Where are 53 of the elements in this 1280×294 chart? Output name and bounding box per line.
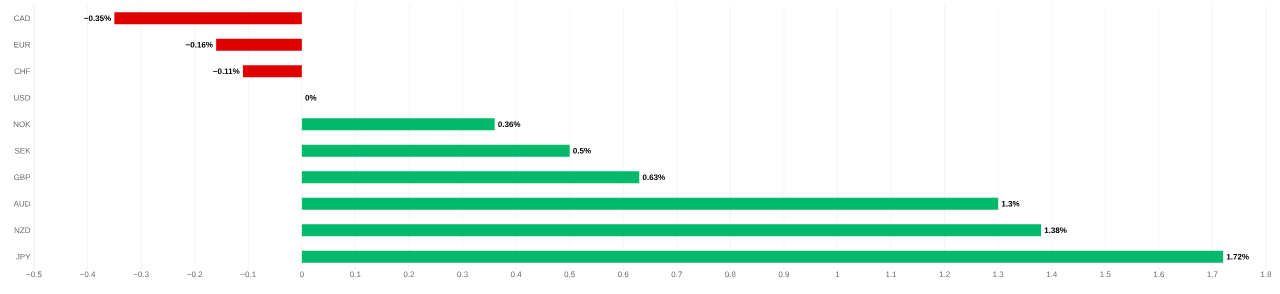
- x-tick-label: 1.8: [1261, 271, 1272, 278]
- bar: [301, 118, 495, 131]
- x-tick-label: 0.9: [778, 271, 790, 278]
- x-tick-label: 1.1: [886, 271, 897, 278]
- data-label: 0.5%: [573, 147, 591, 154]
- bar: [301, 171, 640, 184]
- x-tick-label: 1.2: [939, 271, 950, 278]
- x-tick-label: 1.5: [1100, 271, 1111, 278]
- y-tick-label: SEK: [14, 147, 31, 154]
- y-tick-label: USD: [14, 94, 31, 101]
- bar: [242, 65, 302, 78]
- data-label: 0.63%: [642, 174, 665, 181]
- x-tick-label: 0.3: [457, 271, 468, 278]
- y-tick-label: EUR: [14, 41, 31, 48]
- x-tick-label: 0.6: [617, 271, 629, 278]
- data-label: −0.35%: [84, 15, 111, 22]
- x-tick-label: 1.4: [1046, 271, 1058, 278]
- data-label: 1.72%: [1226, 253, 1249, 260]
- x-tick-label: 0.7: [671, 271, 682, 278]
- data-label: 1.3%: [1001, 200, 1020, 207]
- x-tick-label: −0.5: [26, 271, 42, 278]
- x-tick-label: 0.2: [403, 271, 415, 278]
- y-tick-label: NZD: [14, 227, 31, 233]
- y-tick-label: GBP: [14, 174, 31, 181]
- y-tick-label: AUD: [13, 200, 31, 207]
- x-tick-label: 0.5: [564, 271, 575, 278]
- data-label: 0.36%: [498, 121, 521, 128]
- data-label: −0.16%: [185, 41, 213, 48]
- bar: [216, 38, 302, 51]
- x-tick-label: −0.2: [187, 271, 203, 278]
- x-tick-label: −0.3: [133, 271, 149, 278]
- bar: [114, 12, 302, 25]
- y-tick-label: NOK: [13, 121, 31, 128]
- bar: [301, 224, 1042, 237]
- x-tick-label: 0.4: [510, 271, 522, 278]
- x-tick-label: 1.7: [1207, 271, 1218, 278]
- x-tick-label: −0.4: [80, 271, 96, 278]
- y-tick-label: JPY: [15, 253, 31, 260]
- x-tick-label: 0: [299, 271, 304, 278]
- bar: [301, 144, 570, 157]
- x-tick-label: 0.1: [350, 271, 361, 278]
- data-label: 1.38%: [1044, 227, 1067, 234]
- x-tick-label: 1: [835, 271, 840, 278]
- bar: [301, 250, 1224, 263]
- y-tick-label: CHF: [14, 68, 31, 75]
- bar: [301, 197, 999, 210]
- x-tick-label: 1.3: [993, 271, 1004, 278]
- y-tick-label: CAD: [14, 15, 31, 22]
- data-label: −0.11%: [213, 68, 240, 75]
- x-tick-label: −0.1: [240, 271, 256, 278]
- data-label: 0%: [305, 94, 317, 101]
- x-tick-label: 0.8: [725, 271, 736, 278]
- x-tick-label: 1.6: [1153, 271, 1165, 278]
